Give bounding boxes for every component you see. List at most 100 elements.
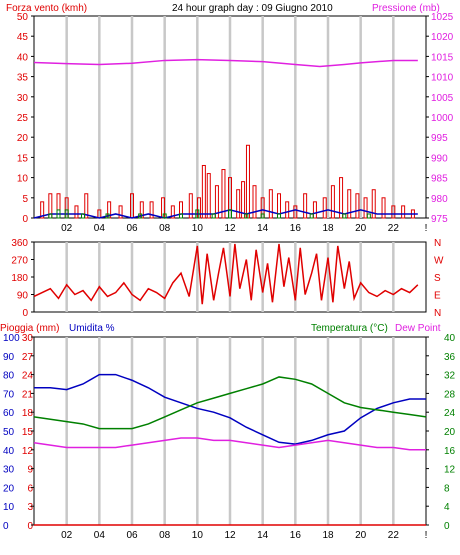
panel3-ytick-pioggia: 18	[22, 408, 34, 419]
panel1-bar-1	[347, 189, 352, 219]
panel1-ytick-right: 1005	[431, 93, 454, 104]
panel3-ytick-pioggia: 12	[22, 446, 34, 457]
panel3-xtick: 06	[126, 530, 138, 541]
panel3-pioggia-label: Pioggia (mm)	[0, 323, 59, 334]
panel2-direction-line	[33, 243, 419, 305]
panel1-ytick-left: 40	[17, 52, 29, 63]
panel1-ytick-left: 25	[17, 113, 29, 124]
panel1-bar-1	[149, 201, 154, 219]
panel1-bar-3	[64, 209, 69, 219]
panel1-ytick-left: 0	[22, 214, 28, 225]
panel1-bar-1	[206, 173, 211, 219]
panel1-xtick: 22	[388, 223, 400, 234]
panel1-bar-1	[74, 205, 79, 219]
panel1-bar-1	[322, 197, 327, 219]
panel3-xtick: 04	[94, 530, 106, 541]
panel3-ytick-temperatura: 28	[444, 389, 456, 400]
panel1-bar-1	[40, 201, 45, 219]
panel3-ytick-pioggia: 6	[27, 483, 33, 494]
panel3-ytick-pioggia: 24	[22, 371, 34, 382]
panel3-xtick: 02	[61, 530, 73, 541]
panel1-bar-1	[355, 193, 360, 219]
panel1-bar-3	[162, 213, 167, 219]
panel1-bar-1	[371, 189, 376, 219]
panel3-ytick-temperatura: 16	[444, 446, 456, 457]
panel3-ytick-umidita: 40	[3, 446, 15, 457]
panel1-bar-3	[228, 209, 232, 219]
panel1-bar-1	[293, 205, 298, 219]
panel3-xtick: 14	[257, 530, 269, 541]
panel1-ytick-right: 1025	[431, 12, 454, 23]
panel1-ytick-left: 15	[17, 153, 29, 164]
panel3-umidita-label: Umidita %	[69, 323, 115, 334]
panel1-xtick: 10	[192, 223, 204, 234]
panel3-xtick: 18	[322, 530, 334, 541]
panel1-bar-1	[285, 201, 290, 219]
panel1-bar-1	[330, 185, 335, 219]
panel1-bar-1	[363, 197, 368, 219]
panel1-title: 24 hour graph day : 09 Giugno 2010	[172, 3, 333, 14]
panel3-series-line-2	[33, 437, 426, 451]
panel1-xtick: 12	[224, 223, 236, 234]
panel3-ytick-temperatura: 32	[444, 371, 456, 382]
panel3-ytick-pioggia: 0	[27, 521, 33, 532]
panel1-ytick-right: 990	[431, 153, 448, 164]
panel3-ytick-umidita: 10	[3, 502, 15, 513]
panel1-bar-1	[268, 189, 273, 219]
panel3-ytick-temperatura: 20	[444, 427, 456, 438]
panel1-xtick: 02	[61, 223, 73, 234]
panel1-ytick-left: 10	[17, 174, 29, 185]
panel3-ytick-umidita: 20	[3, 483, 15, 494]
panel1-bar-1	[170, 205, 175, 219]
panel1-ytick-left: 30	[17, 93, 29, 104]
panel3-ytick-pioggia: 27	[22, 352, 34, 363]
panel2-ytick-right: N	[434, 308, 441, 319]
panel3-temperatura-label: Temperatura (°C)	[311, 323, 388, 334]
panel1-bar-3	[48, 213, 53, 219]
panel1-xtick: 20	[355, 223, 367, 234]
panel2-ytick-right: E	[434, 291, 441, 302]
panel1-bar-1	[241, 181, 246, 219]
panel2-ytick-left: 0	[22, 308, 28, 319]
panel1-ytick-right: 1010	[431, 73, 454, 84]
panel3-ytick-temperatura: 40	[444, 333, 456, 344]
panel3-ytick-umidita: 70	[3, 389, 15, 400]
panel3-xtick: 10	[192, 530, 204, 541]
panel3-ytick-temperatura: 36	[444, 352, 456, 363]
panel1-ytick-right: 995	[431, 133, 448, 144]
panel3-xtick: 16	[290, 530, 302, 541]
panel3-ytick-umidita: 90	[3, 352, 15, 363]
panel1-bar-3	[179, 213, 183, 219]
panel1-ytick-right: 1000	[431, 113, 454, 124]
panel1-xtick: 18	[322, 223, 334, 234]
panel1-bar-1	[339, 177, 344, 219]
panel1-right-label: Pressione (mb)	[372, 3, 440, 14]
panel1-ytick-left: 45	[17, 32, 29, 43]
panel2-ytick-right: N	[434, 238, 441, 249]
panel1-xtick: 06	[126, 223, 138, 234]
panel1-ytick-left: 20	[17, 133, 29, 144]
panel1-xtick: 14	[257, 223, 269, 234]
panel3-ytick-temperatura: 24	[444, 408, 456, 419]
panel3-ytick-temperatura: 8	[444, 483, 450, 494]
panel1-ytick-right: 1015	[431, 52, 454, 63]
panel1-ytick-left: 5	[22, 194, 28, 205]
panel3-xtick: 22	[388, 530, 400, 541]
panel3-ytick-umidita: 0	[3, 521, 9, 532]
panel3-ytick-pioggia: 9	[27, 465, 33, 476]
panel3-xtick: 08	[159, 530, 171, 541]
panel1-bar-3	[211, 213, 216, 219]
panel3-ytick-pioggia: 3	[27, 502, 33, 513]
panel1-bar-1	[221, 169, 226, 219]
panel1-bar-1	[381, 197, 386, 219]
panel1-bar-3	[277, 213, 281, 219]
panel1-bar-1	[401, 205, 406, 219]
panel1-bar-1	[118, 205, 123, 219]
panel1-ytick-right: 980	[431, 194, 448, 205]
panel1-xtick: 08	[159, 223, 171, 234]
panel1-bar-1	[303, 193, 308, 219]
panel3-ytick-umidita: 100	[3, 333, 20, 344]
panel3-xtick: 20	[355, 530, 367, 541]
panel2-ytick-left: 360	[11, 238, 28, 249]
